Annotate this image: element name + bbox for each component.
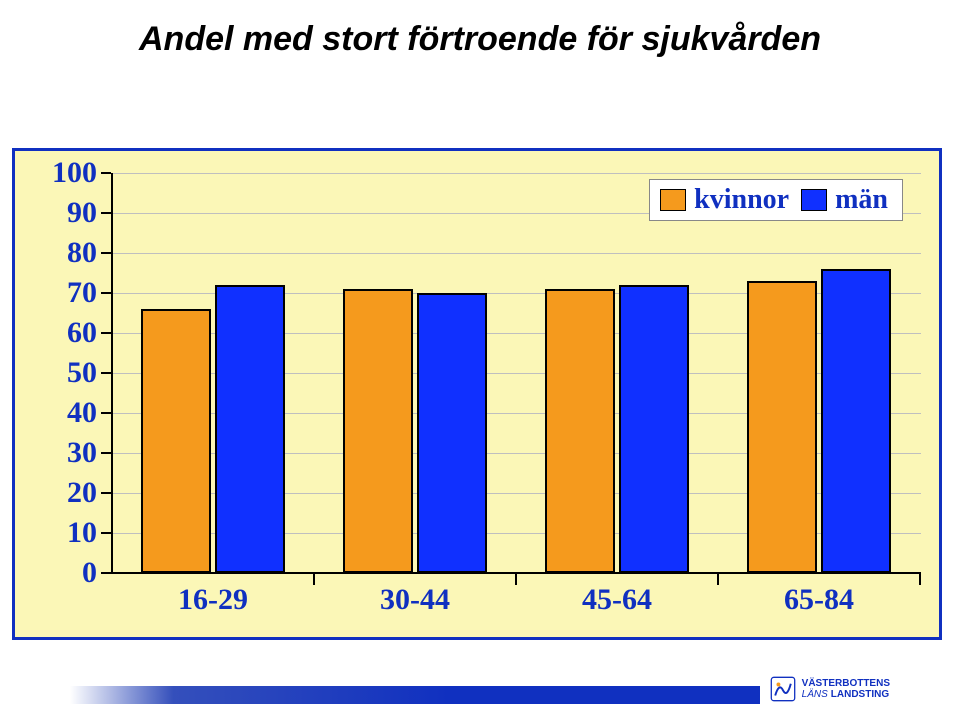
legend-item: män xyxy=(801,184,888,216)
brand-band: VÄSTERBOTTENS LÄNS LANDSTING xyxy=(70,672,890,706)
y-tick-label: 30 xyxy=(17,436,97,470)
legend: kvinnor män xyxy=(649,179,903,221)
y-tick-label: 10 xyxy=(17,516,97,550)
x-tick-label: 16-29 xyxy=(178,583,248,617)
bar-kvinnor xyxy=(747,281,817,573)
y-tick-label: 50 xyxy=(17,356,97,390)
plot-area: kvinnor män xyxy=(111,173,921,573)
y-tick xyxy=(101,292,111,294)
brand-line2b: LANDSTING xyxy=(831,689,889,700)
y-tick-label: 60 xyxy=(17,316,97,350)
bar-kvinnor xyxy=(343,289,413,573)
y-tick-label: 70 xyxy=(17,276,97,310)
y-tick-label: 90 xyxy=(17,196,97,230)
y-tick-label: 20 xyxy=(17,476,97,510)
bar-kvinnor xyxy=(141,309,211,573)
legend-label: män xyxy=(835,184,888,216)
grid-line xyxy=(111,173,921,174)
y-tick xyxy=(101,572,111,574)
y-tick-label: 100 xyxy=(17,156,97,190)
y-axis-labels: 0102030405060708090100 xyxy=(19,173,97,573)
y-tick xyxy=(101,532,111,534)
legend-swatch xyxy=(660,189,686,211)
page-title: Andel med stort förtroende för sjukvårde… xyxy=(0,20,960,59)
brand-line1: VÄSTERBOTTENS xyxy=(802,678,890,689)
y-tick xyxy=(101,372,111,374)
brand-mark-icon xyxy=(770,676,796,702)
bar-män xyxy=(215,285,285,573)
legend-swatch xyxy=(801,189,827,211)
x-tick-label: 65-84 xyxy=(784,583,854,617)
y-tick xyxy=(101,452,111,454)
y-tick xyxy=(101,212,111,214)
brand-line2a: LÄNS xyxy=(802,689,828,700)
y-tick-label: 40 xyxy=(17,396,97,430)
chart-frame: 0 10 20 30 40 50 60 70 80 90 100 kvinnor män 16-29 3… xyxy=(12,148,942,640)
legend-label: kvinnor xyxy=(694,184,789,216)
y-tick-label: 80 xyxy=(17,236,97,270)
bar-män xyxy=(821,269,891,573)
y-axis xyxy=(111,173,113,573)
y-tick xyxy=(101,412,111,414)
brand-band-bar xyxy=(70,686,760,704)
y-tick xyxy=(101,252,111,254)
brand-logo: VÄSTERBOTTENS LÄNS LANDSTING xyxy=(760,672,890,706)
y-tick xyxy=(101,172,111,174)
x-axis xyxy=(111,572,921,574)
y-tick xyxy=(101,332,111,334)
x-tick-label: 45-64 xyxy=(582,583,652,617)
chart-inner: 0 10 20 30 40 50 60 70 80 90 100 kvinnor män 16-29 3… xyxy=(15,151,939,637)
bar-män xyxy=(619,285,689,573)
brand-text: VÄSTERBOTTENS LÄNS LANDSTING xyxy=(802,678,890,700)
y-tick-label: 0 xyxy=(17,556,97,590)
grid-line xyxy=(111,253,921,254)
page: Andel med stort förtroende för sjukvårde… xyxy=(0,0,960,716)
bar-män xyxy=(417,293,487,573)
legend-item: kvinnor xyxy=(660,184,789,216)
bar-kvinnor xyxy=(545,289,615,573)
x-tick-label: 30-44 xyxy=(380,583,450,617)
x-axis-labels: 16-29 30-44 45-64 65-84 xyxy=(111,583,921,623)
y-tick xyxy=(101,492,111,494)
